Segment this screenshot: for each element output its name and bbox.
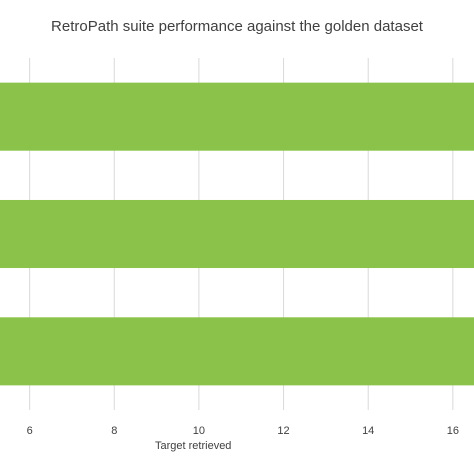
bar-2-segment-1 bbox=[0, 199, 474, 269]
bar-3-segment-1 bbox=[0, 317, 474, 386]
x-tick-label: 6 bbox=[27, 425, 33, 437]
x-tick-label: 14 bbox=[362, 425, 374, 437]
x-axis-ticks: 6 8 10 12 14 16 bbox=[27, 425, 459, 437]
bar-1-segment-1 bbox=[0, 82, 474, 151]
chart-title: RetroPath suite performance against the … bbox=[51, 18, 423, 35]
x-tick-label: 8 bbox=[111, 425, 117, 437]
x-tick-label: 16 bbox=[447, 425, 459, 437]
x-axis-label: Target retrieved bbox=[155, 440, 232, 452]
x-tick-label: 12 bbox=[277, 425, 289, 437]
bars bbox=[0, 82, 474, 386]
x-tick-label: 10 bbox=[193, 425, 205, 437]
